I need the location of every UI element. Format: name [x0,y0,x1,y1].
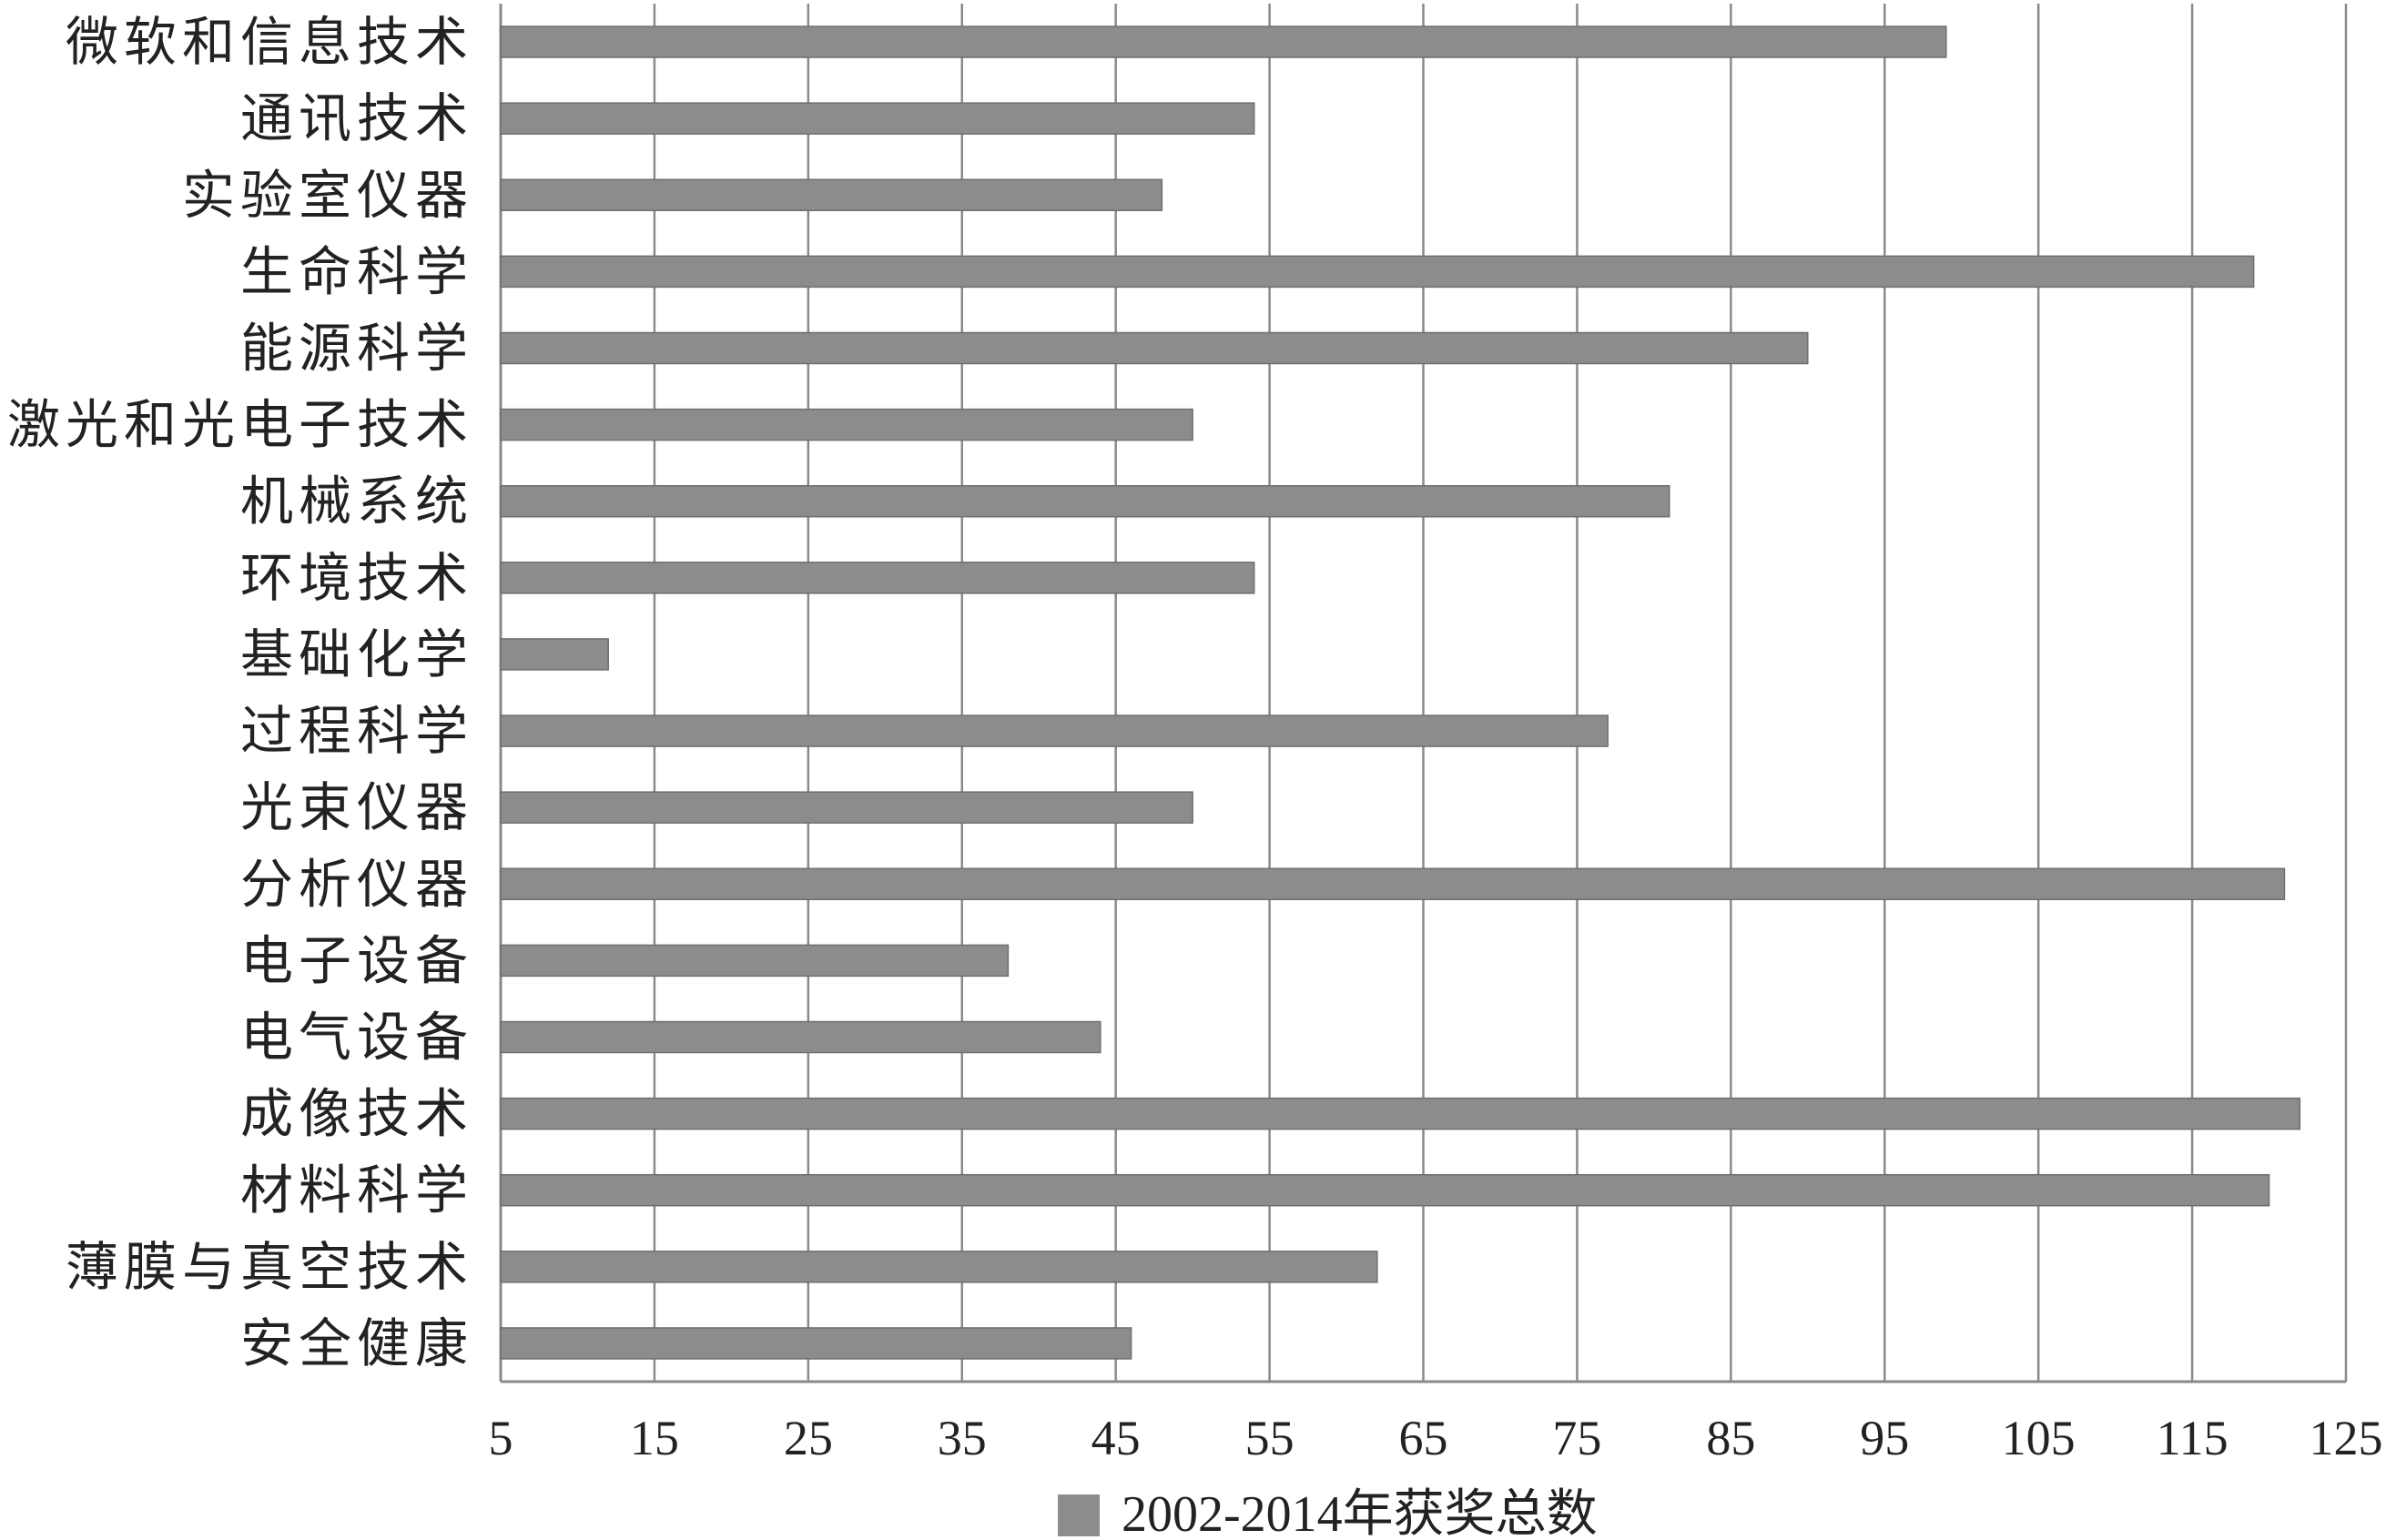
bar [500,791,1193,824]
bar [500,944,1010,978]
category-label: 光束仪器 [240,776,473,838]
bar [500,1020,1102,1054]
category-label: 通讯技术 [240,87,473,149]
category-label: 环境技术 [240,547,473,609]
x-tick-label: 105 [2002,1411,2076,1465]
x-tick-label: 35 [938,1411,987,1465]
category-label: 薄膜与真空技术 [66,1236,473,1298]
bar [500,408,1193,441]
category-label: 过程科学 [240,700,473,762]
category-label: 激光和光电子技术 [7,394,473,456]
bar [500,25,1947,58]
category-label: 分析仪器 [240,853,473,915]
category-label: 材料科学 [240,1160,473,1221]
x-tick-labels: 5 15 25 35 45 55 65 75 85 95 105 115 125 [489,1411,2383,1465]
bar [500,1327,1132,1360]
category-label: 基础化学 [240,623,473,685]
category-label: 生命科学 [240,240,473,302]
bars [500,25,2301,1360]
category-label: 电子设备 [240,929,473,991]
category-label: 能源科学 [240,318,473,380]
x-tick-label: 85 [1706,1411,1755,1465]
x-tick-label: 55 [1245,1411,1295,1465]
bar [500,867,2286,901]
bar [500,1173,2270,1207]
category-label: 机械系统 [240,471,473,532]
bar [500,1097,2301,1130]
x-tick-label: 5 [489,1411,513,1465]
category-label: 电气设备 [240,1007,473,1069]
bar [500,255,2255,289]
category-label: 安全健康 [240,1312,473,1374]
x-tick-label: 15 [630,1411,679,1465]
x-tick-label: 65 [1399,1411,1448,1465]
category-labels: 微软和信息技术通讯技术实验室仪器生命科学能源科学激光和光电子技术机械系统环境技术… [7,11,473,1374]
x-tick-label: 125 [2310,1411,2383,1465]
x-tick-label: 95 [1860,1411,1909,1465]
bar [500,178,1163,212]
x-tick-label: 75 [1552,1411,1601,1465]
legend: 2002-2014年获奖总数 [1058,1486,1598,1540]
bar [500,331,1809,365]
x-tick-label: 25 [784,1411,833,1465]
bar [500,102,1255,135]
category-label: 微软和信息技术 [66,11,473,73]
legend-label: 2002-2014年获奖总数 [1122,1486,1598,1540]
gridlines [499,4,2348,1383]
x-tick-label: 115 [2157,1411,2229,1465]
x-tick-label: 45 [1091,1411,1141,1465]
category-label: 实验室仪器 [182,164,473,226]
bar [500,1251,1378,1283]
legend-swatch [1058,1494,1100,1536]
bar [500,638,609,671]
category-label: 成像技术 [240,1083,473,1145]
bar [500,484,1670,518]
bar [500,562,1255,594]
bar [500,714,1609,747]
